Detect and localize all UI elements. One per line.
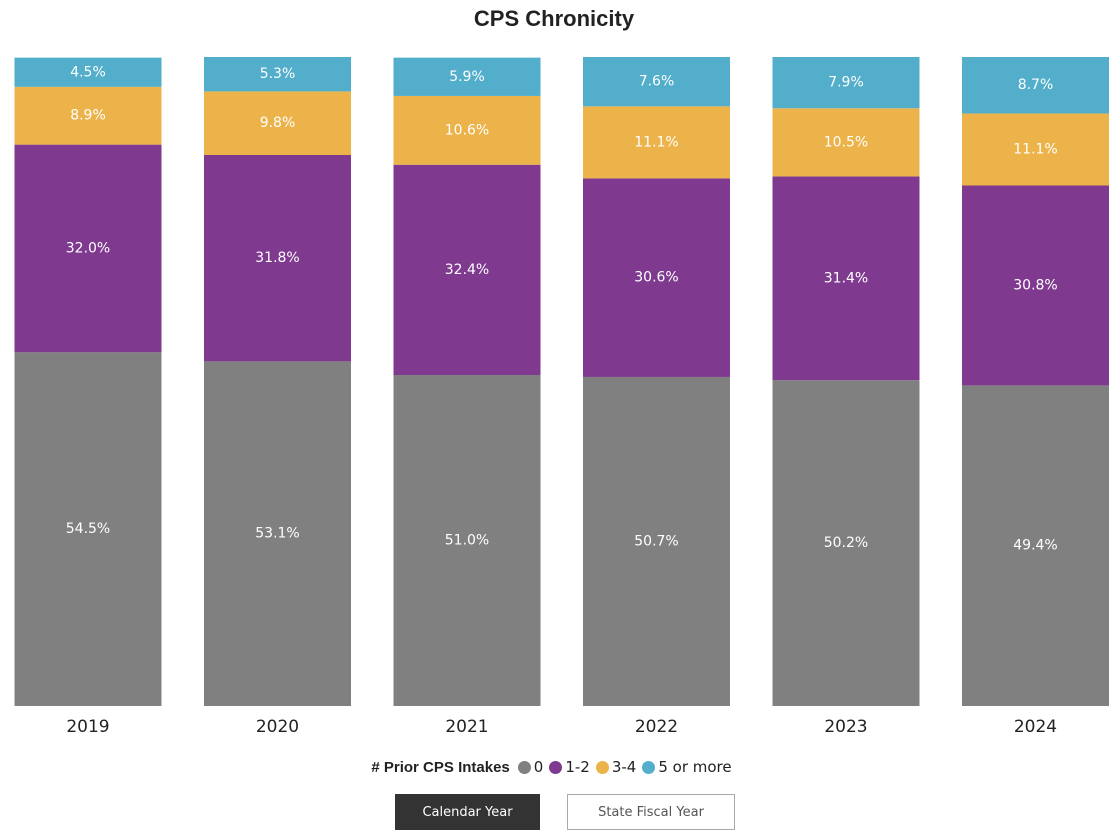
x-tick-label: 2022 xyxy=(635,717,678,737)
data-label: 32.4% xyxy=(445,262,489,278)
data-label: 11.1% xyxy=(634,134,678,150)
bar-segment xyxy=(962,113,1109,186)
bar-segment xyxy=(14,57,162,87)
legend-label: 5 or more xyxy=(658,758,732,776)
bar-segment xyxy=(204,154,351,362)
calendar-year-button[interactable]: Calendar Year xyxy=(395,794,540,830)
bar-segment xyxy=(962,185,1109,386)
data-label: 30.6% xyxy=(634,270,678,286)
chart: CPS Chronicity 54.5% 32.0% 8.9% 4.5% 2019 53.… xyxy=(14,6,1109,737)
x-tick-label: 2020 xyxy=(256,717,299,737)
data-label: 8.9% xyxy=(70,108,106,124)
data-label: 31.8% xyxy=(255,250,299,266)
legend-item: 1-2 xyxy=(549,758,590,776)
data-label: 8.7% xyxy=(1018,77,1054,93)
bar-segment xyxy=(772,380,920,706)
bar-segment xyxy=(583,376,730,706)
data-label: 54.5% xyxy=(66,521,110,537)
bar-segment xyxy=(14,86,162,145)
bar-segment xyxy=(14,352,162,706)
legend-swatch xyxy=(595,760,609,774)
fiscal-year-button[interactable]: State Fiscal Year xyxy=(567,794,735,830)
bar-segment xyxy=(772,57,920,109)
data-label: 10.5% xyxy=(824,134,868,150)
x-tick-label: 2019 xyxy=(66,717,109,737)
bar-segment xyxy=(393,164,541,376)
bar-segment xyxy=(393,57,541,96)
data-label: 30.8% xyxy=(1013,277,1057,293)
data-label: 11.1% xyxy=(1013,141,1057,157)
bar-segment xyxy=(204,91,351,155)
data-label: 7.6% xyxy=(639,74,675,90)
data-label: 53.1% xyxy=(255,526,299,542)
bar-segment xyxy=(393,95,541,165)
data-label: 51.0% xyxy=(445,533,489,549)
legend-item: 5 or more xyxy=(642,758,732,776)
legend-swatch xyxy=(642,760,656,774)
legend-label: 3-4 xyxy=(611,758,637,776)
data-label: 10.6% xyxy=(445,122,489,138)
x-tick-label: 2023 xyxy=(824,717,867,737)
bar-segment xyxy=(204,57,351,92)
data-label: 4.5% xyxy=(70,64,106,80)
data-label: 9.8% xyxy=(260,115,296,131)
data-label: 7.9% xyxy=(828,75,864,91)
bar-segment xyxy=(962,385,1109,706)
bar-segment xyxy=(583,106,730,179)
legend-swatch xyxy=(549,760,563,774)
bar-segment xyxy=(772,176,920,381)
data-label: 49.4% xyxy=(1013,538,1057,554)
legend-title: # Prior CPS Intakes xyxy=(371,758,510,776)
legend-item: 0 xyxy=(517,758,544,776)
legend-label: 0 xyxy=(533,758,544,776)
data-label: 5.3% xyxy=(260,66,296,82)
bar-segment xyxy=(583,178,730,377)
legend-swatch xyxy=(517,760,531,774)
x-tick-label: 2024 xyxy=(1014,717,1057,737)
chart-title: CPS Chronicity xyxy=(474,6,635,31)
data-label: 50.7% xyxy=(634,533,678,549)
x-tick-label: 2021 xyxy=(445,717,488,737)
data-label: 31.4% xyxy=(824,270,868,286)
bar-segment xyxy=(962,57,1109,114)
data-label: 50.2% xyxy=(824,535,868,551)
legend-item: 3-4 xyxy=(595,758,637,776)
bar-segment xyxy=(204,361,351,706)
data-label: 5.9% xyxy=(449,69,485,85)
bar-segment xyxy=(393,375,541,706)
bar-segment xyxy=(583,57,730,107)
legend: # Prior CPS Intakes 0 1-2 3-4 5 or more xyxy=(0,756,1109,778)
toggle-buttons: Calendar Year State Fiscal Year xyxy=(395,794,735,830)
legend-label: 1-2 xyxy=(565,758,590,776)
bar-segment xyxy=(14,144,162,353)
bar-segment xyxy=(772,108,920,177)
data-label: 32.0% xyxy=(66,240,110,256)
